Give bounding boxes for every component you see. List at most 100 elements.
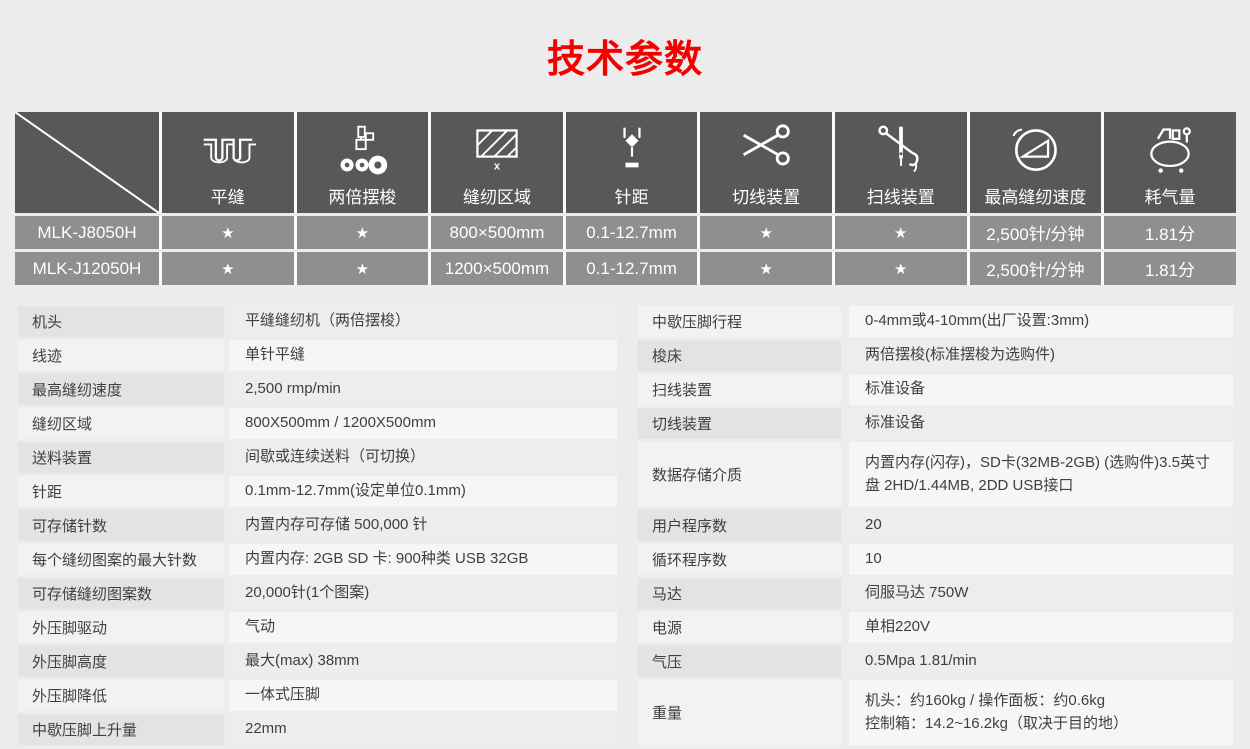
spec-row-outer-foot-height: 外压脚高度 最大(max) 38mm xyxy=(18,646,617,677)
spec-label: 线迹 xyxy=(18,340,224,371)
matrix-col-max-speed: 最高缝纫速度 xyxy=(969,112,1102,213)
spec-label: 电源 xyxy=(638,612,841,643)
spec-value: 一体式压脚 xyxy=(229,680,617,711)
spec-row-intermittent-foot-stroke: 中歇压脚行程 0-4mm或4-10mm(出厂设置:3mm) xyxy=(638,306,1233,337)
max-speed-icon xyxy=(970,112,1102,189)
spec-row-head-type: 机头 平缝缝纫机（两倍摆梭） xyxy=(18,306,617,337)
spec-row-storable-patterns: 可存储缝纫图案数 20,000针(1个图案) xyxy=(18,578,617,609)
spec-value: 标准设备 xyxy=(849,374,1233,405)
spec-row-air-pressure: 气压 0.5Mpa 1.81/min xyxy=(638,646,1233,677)
matrix-col-air-consumption: 耗气量 xyxy=(1104,112,1236,213)
thread-trimmer-icon xyxy=(700,112,832,189)
matrix-value: ★ xyxy=(834,252,967,285)
spec-label: 可存储缝纫图案数 xyxy=(18,578,224,609)
spec-row-shuttle: 梭床 两倍摆梭(标准摆梭为选购件) xyxy=(638,340,1233,371)
spec-row-max-stitches-per-pattern: 每个缝纫图案的最大针数 内置内存: 2GB SD 卡: 900种类 USB 32… xyxy=(18,544,617,575)
matrix-value: ★ xyxy=(296,216,429,249)
model-comparison-matrix: 平缝 两倍摆梭 xyxy=(15,112,1236,285)
matrix-value: 2,500针/分钟 xyxy=(969,252,1102,285)
matrix-value: ★ xyxy=(700,252,832,285)
matrix-col-stitch-length: 针距 xyxy=(565,112,698,213)
spec-label: 外压脚高度 xyxy=(18,646,224,677)
model-name: MLK-J8050H xyxy=(15,216,159,249)
spec-row-stitch-length: 针距 0.1mm-12.7mm(设定单位0.1mm) xyxy=(18,476,617,507)
air-consumption-icon xyxy=(1104,112,1236,189)
spec-label: 针距 xyxy=(18,476,224,507)
spec-value: 单针平缝 xyxy=(229,340,617,371)
spec-value: 最大(max) 38mm xyxy=(229,646,617,677)
spec-label: 最高缝纫速度 xyxy=(18,374,224,405)
diagonal-line xyxy=(15,112,159,213)
page-title: 技术参数 xyxy=(546,39,703,81)
model-name: MLK-J12050H xyxy=(15,252,159,285)
spec-row-max-speed: 最高缝纫速度 2,500 rmp/min xyxy=(18,374,617,405)
spec-row-cycle-programs: 循环程序数 10 xyxy=(638,544,1233,575)
sewing-area-icon: x xyxy=(431,112,563,189)
matrix-col-sewing-area: x 缝纫区域 xyxy=(431,112,563,213)
matrix-col-label: 扫线装置 xyxy=(866,188,935,207)
spec-label: 可存储针数 xyxy=(18,510,224,541)
spec-row-weight: 重量 机头：约160kg / 操作面板：约0.6kg 控制箱：14.2~16.2… xyxy=(638,680,1233,745)
spec-row-trimmer-device: 切线装置 标准设备 xyxy=(638,408,1233,439)
spec-label: 扫线装置 xyxy=(638,374,841,405)
spec-value: 间歇或连续送料（可切换） xyxy=(229,442,617,473)
spec-value: 两倍摆梭(标准摆梭为选购件) xyxy=(849,340,1233,371)
spec-value: 标准设备 xyxy=(849,408,1233,439)
spec-label: 用户程序数 xyxy=(638,510,841,541)
spec-label: 外压脚驱动 xyxy=(18,612,224,643)
spec-row-outer-foot-drive: 外压脚驱动 气动 xyxy=(18,612,617,643)
spec-table-right: 中歇压脚行程 0-4mm或4-10mm(出厂设置:3mm) 梭床 两倍摆梭(标准… xyxy=(638,306,1233,748)
spec-value: 伺服马达 750W xyxy=(849,578,1233,609)
spec-label: 机头 xyxy=(18,306,224,337)
spec-value: 0.1mm-12.7mm(设定单位0.1mm) xyxy=(229,476,617,507)
spec-label: 外压脚降低 xyxy=(18,680,224,711)
spec-row-outer-foot-lowering: 外压脚降低 一体式压脚 xyxy=(18,680,617,711)
flat-seam-icon xyxy=(162,112,294,189)
spec-value: 机头：约160kg / 操作面板：约0.6kg 控制箱：14.2~16.2kg（… xyxy=(849,680,1233,745)
matrix-corner-cell xyxy=(15,112,159,213)
matrix-value: ★ xyxy=(834,216,967,249)
spec-label: 马达 xyxy=(638,578,841,609)
spec-value: 0-4mm或4-10mm(出厂设置:3mm) xyxy=(849,306,1233,337)
spec-label: 缝纫区域 xyxy=(18,408,224,439)
thread-wiper-icon xyxy=(835,112,967,189)
matrix-col-thread-trimmer: 切线装置 xyxy=(700,112,832,213)
spec-row-storage-media: 数据存储介质 内置内存(闪存)，SD卡(32MB-2GB) (选购件)3.5英寸… xyxy=(638,442,1233,507)
spec-value: 气动 xyxy=(229,612,617,643)
spec-value: 20 xyxy=(849,510,1233,541)
matrix-value: ★ xyxy=(700,216,832,249)
spec-label: 中歇压脚上升量 xyxy=(18,714,224,745)
spec-value: 800X500mm / 1200X500mm xyxy=(229,408,617,439)
matrix-col-label: 针距 xyxy=(614,188,649,207)
matrix-col-thread-wiper: 扫线装置 xyxy=(834,112,967,213)
spec-row-wiper-device: 扫线装置 标准设备 xyxy=(638,374,1233,405)
matrix-value: 800×500mm xyxy=(431,216,563,249)
matrix-col-label: 平缝 xyxy=(210,188,245,207)
matrix-col-label: 最高缝纫速度 xyxy=(984,188,1087,207)
matrix-col-label: 耗气量 xyxy=(1144,188,1196,207)
spec-value: 10 xyxy=(849,544,1233,575)
stitch-length-icon xyxy=(566,112,698,189)
spec-row-intermittent-foot-lift: 中歇压脚上升量 22mm xyxy=(18,714,617,745)
spec-row-motor: 马达 伺服马达 750W xyxy=(638,578,1233,609)
spec-row-sewing-area: 缝纫区域 800X500mm / 1200X500mm xyxy=(18,408,617,439)
spec-value: 单相220V xyxy=(849,612,1233,643)
matrix-col-double-shuttle: 两倍摆梭 xyxy=(296,112,429,213)
spec-label: 重量 xyxy=(638,680,841,745)
model-row-mlk-j12050h: MLK-J12050H ★ ★ 1200×500mm 0.1-12.7mm ★ … xyxy=(15,252,1236,285)
spec-label: 送料装置 xyxy=(18,442,224,473)
spec-row-feed-device: 送料装置 间歇或连续送料（可切换） xyxy=(18,442,617,473)
matrix-value: 1.81分 xyxy=(1104,252,1236,285)
spec-label: 中歇压脚行程 xyxy=(638,306,841,337)
spec-label: 每个缝纫图案的最大针数 xyxy=(18,544,224,575)
spec-value: 内置内存(闪存)，SD卡(32MB-2GB) (选购件)3.5英寸盘 2HD/1… xyxy=(849,442,1233,507)
spec-label: 气压 xyxy=(638,646,841,677)
matrix-value: 0.1-12.7mm xyxy=(565,252,698,285)
model-row-mlk-j8050h: MLK-J8050H ★ ★ 800×500mm 0.1-12.7mm ★ ★ … xyxy=(15,216,1236,249)
spec-row-user-programs: 用户程序数 20 xyxy=(638,510,1233,541)
matrix-col-label: 缝纫区域 xyxy=(462,188,531,207)
spec-label: 数据存储介质 xyxy=(638,442,841,507)
matrix-value: ★ xyxy=(162,216,294,249)
spec-value: 平缝缝纫机（两倍摆梭） xyxy=(229,306,617,337)
